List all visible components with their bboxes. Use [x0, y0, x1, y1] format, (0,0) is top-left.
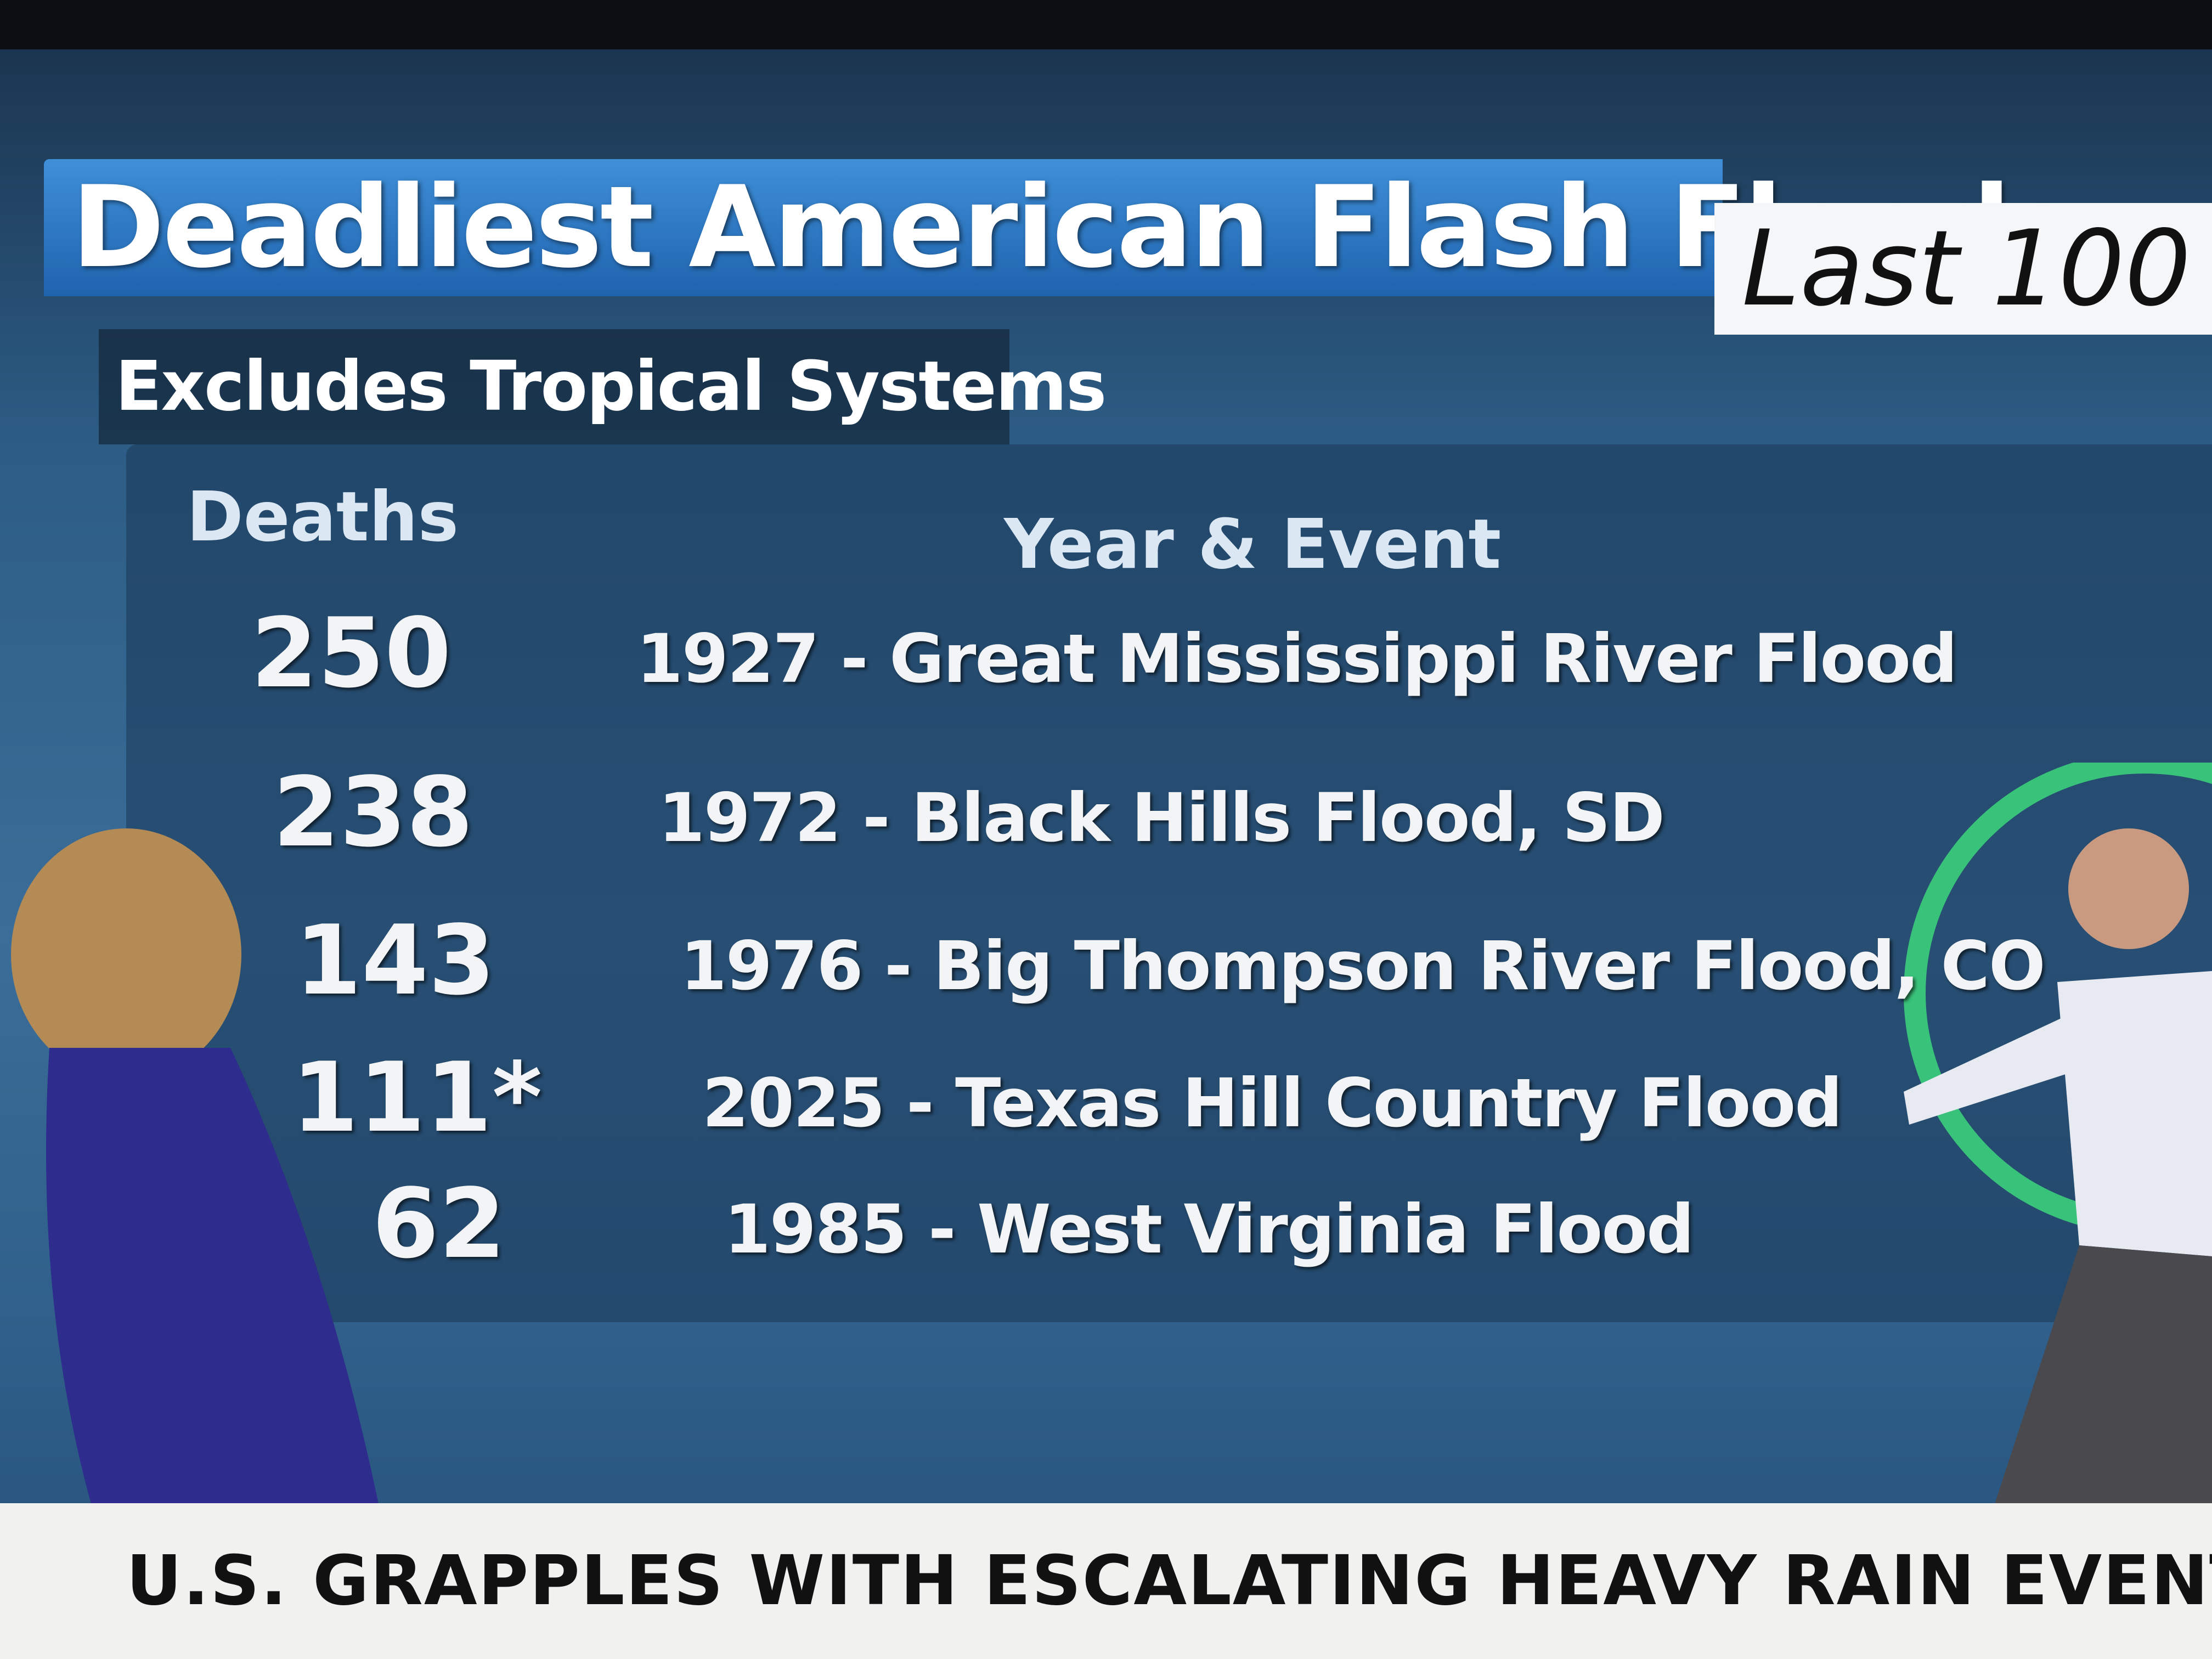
- title-bar: [44, 159, 1723, 296]
- event-cell: 1976 - Big Thompson River Flood, CO: [680, 927, 2046, 1005]
- head: [2068, 828, 2189, 949]
- deaths-cell: 111*: [291, 1042, 543, 1154]
- shirt: [2057, 971, 2212, 1256]
- hair: [11, 828, 241, 1081]
- deaths-cell: 250: [251, 598, 452, 709]
- ticker-text: U.S. GRAPPLES WITH ESCALATING HEAVY RAIN…: [126, 1541, 2212, 1621]
- deaths-cell: 143: [295, 905, 495, 1017]
- event-cell: 2025 - Texas Hill Country Flood: [702, 1064, 1843, 1142]
- deaths-cell: 62: [372, 1169, 506, 1280]
- table-panel: [126, 444, 2212, 1322]
- tv-screen: Deadliest American Flash Floods Last 100…: [0, 49, 2212, 1659]
- title-tag: Last 100 Y: [1714, 203, 2212, 335]
- presenter-right: [1904, 763, 2212, 1531]
- subtitle-box: [99, 329, 1009, 444]
- event-cell: 1972 - Black Hills Flood, SD: [658, 779, 1665, 857]
- ticker-bar: [0, 1503, 2212, 1659]
- column-header: Deaths: [187, 477, 459, 557]
- presenter-left: [11, 828, 384, 1531]
- trousers: [1986, 1245, 2212, 1531]
- deaths-cell: 238: [273, 757, 473, 868]
- arm: [1904, 1015, 2079, 1125]
- event-cell: 1927 - Great Mississippi River Flood: [636, 620, 1957, 698]
- subtitle: Excludes Tropical Systems: [115, 347, 1107, 426]
- dress: [46, 1048, 384, 1531]
- column-header: Year & Event: [1004, 505, 1502, 584]
- event-cell: 1985 - West Virginia Flood: [724, 1190, 1695, 1268]
